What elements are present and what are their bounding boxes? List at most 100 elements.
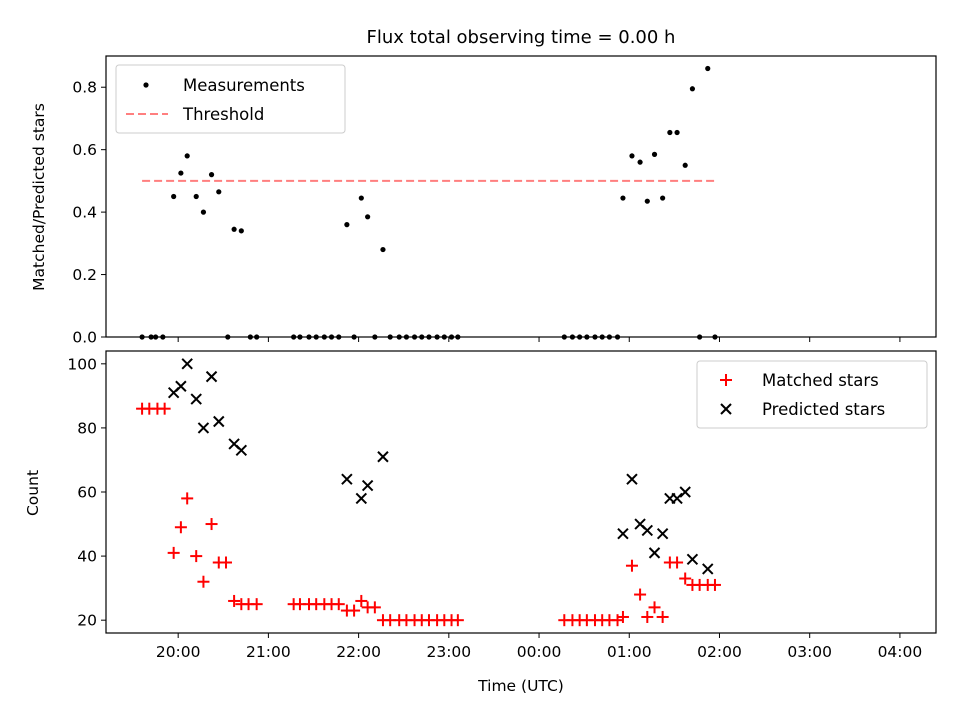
predicted-star-point bbox=[361, 479, 374, 492]
matched-star-point bbox=[250, 598, 263, 611]
measurement-point bbox=[171, 193, 177, 200]
measurement-point bbox=[667, 129, 673, 136]
measurement-point bbox=[344, 222, 350, 228]
predicted-star-point-b bbox=[377, 451, 389, 463]
measurement-point bbox=[358, 195, 364, 201]
measurement-point bbox=[620, 195, 626, 201]
predicted-star-point bbox=[355, 492, 368, 505]
predicted-star-point bbox=[648, 547, 661, 559]
top-y-tick-label: 0.2 bbox=[72, 266, 97, 284]
measurement-point bbox=[200, 209, 207, 215]
predicted-star-point-b bbox=[641, 524, 654, 537]
top-x-ticks bbox=[177, 337, 901, 342]
bottom-y-tick-label: 80 bbox=[77, 419, 97, 437]
matched-star-point bbox=[219, 556, 232, 569]
matched-star-point bbox=[648, 601, 661, 614]
x-axis-label: Time (UTC) bbox=[477, 677, 564, 695]
matched-star-point bbox=[656, 610, 669, 623]
top-y-axis-label: Matched/Predicted stars bbox=[30, 103, 48, 291]
matched-star-point bbox=[616, 610, 629, 623]
matched-star-point bbox=[451, 614, 464, 627]
bottom-y-ticks: 20 40 60 80 100 bbox=[67, 355, 106, 630]
matched-star-point bbox=[174, 521, 187, 534]
predicted-star-point bbox=[213, 415, 225, 428]
predicted-star-point-b bbox=[361, 479, 374, 492]
figure-title: Flux total observing time = 0.00 h bbox=[367, 27, 676, 48]
x-tick-label: 23:00 bbox=[426, 643, 471, 661]
matched-star-point bbox=[679, 572, 692, 585]
matched-star-point bbox=[190, 550, 203, 563]
legend-matched-label: Matched stars bbox=[762, 371, 879, 390]
measurement-point bbox=[682, 162, 688, 168]
predicted-star-point bbox=[671, 492, 683, 505]
measurement-point bbox=[651, 151, 658, 157]
measurement-point bbox=[208, 172, 215, 178]
predicted-star-point-b bbox=[702, 563, 714, 575]
measurement-point bbox=[644, 198, 650, 204]
measurement-point bbox=[674, 129, 680, 136]
top-y-tick-label: 0.8 bbox=[72, 79, 97, 97]
predicted-star-point bbox=[197, 422, 210, 434]
predicted-star-point-b bbox=[197, 422, 210, 434]
predicted-star-point bbox=[175, 380, 187, 392]
measurement-point bbox=[193, 193, 199, 200]
predicted-star-point-b bbox=[634, 518, 646, 530]
measurement-point bbox=[365, 214, 371, 220]
bottom-plot-panel: 20 40 60 80 100 20:00 21:00 22:00 23:00 00:00 01:… bbox=[24, 350, 937, 695]
legend-predicted-label: Predicted stars bbox=[762, 400, 885, 419]
predicted-star-point-b bbox=[617, 527, 629, 540]
predicted-star-point bbox=[686, 553, 699, 566]
predicted-star-point-b bbox=[181, 358, 193, 370]
legend-predicted-marker bbox=[720, 403, 732, 415]
predicted-star-point-b bbox=[679, 486, 691, 498]
measurement-point bbox=[380, 246, 386, 253]
x-tick-label: 21:00 bbox=[246, 643, 291, 661]
measurement-point bbox=[629, 153, 635, 159]
matched-star-point bbox=[634, 588, 647, 601]
predicted-star-point-b bbox=[205, 370, 218, 383]
bottom-y-tick-label: 60 bbox=[77, 484, 97, 502]
top-legend: Measurements Threshold bbox=[115, 64, 346, 134]
predicted-star-point bbox=[205, 370, 218, 383]
top-plot-frame bbox=[105, 55, 937, 338]
x-tick-label: 20:00 bbox=[156, 643, 201, 661]
predicted-star-point bbox=[641, 524, 654, 537]
legend-threshold-label: Threshold bbox=[182, 105, 264, 124]
predicted-star-point bbox=[702, 563, 714, 575]
matched-star-point bbox=[167, 546, 180, 559]
bottom-plot-frame bbox=[105, 350, 937, 634]
predicted-star-point bbox=[181, 358, 193, 370]
bottom-x-ticks: 20:00 21:00 22:00 23:00 00:00 01:00 02:00 03:00… bbox=[156, 633, 922, 661]
bottom-y-tick-label: 40 bbox=[77, 548, 97, 566]
matched-star-point bbox=[708, 578, 721, 591]
top-plot-panel: 0.00.20.40.60.8 Matched/Predicted stars … bbox=[30, 55, 937, 347]
x-tick-label: 03:00 bbox=[787, 643, 832, 661]
predicted-star-point-b bbox=[228, 438, 240, 450]
matched-star-point bbox=[671, 556, 684, 569]
bottom-y-tick-label: 100 bbox=[67, 355, 97, 373]
top-plot-data bbox=[139, 65, 718, 340]
x-tick-label: 02:00 bbox=[697, 643, 742, 661]
predicted-star-point bbox=[377, 451, 389, 463]
x-tick-label: 04:00 bbox=[878, 643, 923, 661]
x-tick-label: 22:00 bbox=[336, 643, 381, 661]
measurement-point bbox=[660, 195, 666, 201]
legend-measurements-label: Measurements bbox=[183, 76, 305, 95]
matched-star-point bbox=[197, 575, 210, 588]
top-legend-box bbox=[115, 64, 346, 134]
legend-measurements-marker bbox=[143, 82, 149, 88]
top-y-ticks: 0.0 0.2 0.4 0.6 0.8 bbox=[72, 79, 106, 347]
matched-star-point bbox=[181, 492, 194, 505]
predicted-star-point bbox=[679, 486, 691, 498]
predicted-star-point-b bbox=[175, 380, 187, 392]
predicted-star-point bbox=[617, 527, 629, 540]
measurement-point bbox=[238, 228, 244, 234]
bottom-y-tick-label: 20 bbox=[77, 612, 97, 630]
matched-star-point bbox=[205, 518, 218, 531]
matched-star-point bbox=[368, 601, 381, 614]
bottom-legend-box bbox=[696, 360, 928, 429]
matched-star-point bbox=[348, 604, 361, 617]
matched-star-point bbox=[641, 610, 654, 623]
x-tick-label: 00:00 bbox=[517, 643, 562, 661]
